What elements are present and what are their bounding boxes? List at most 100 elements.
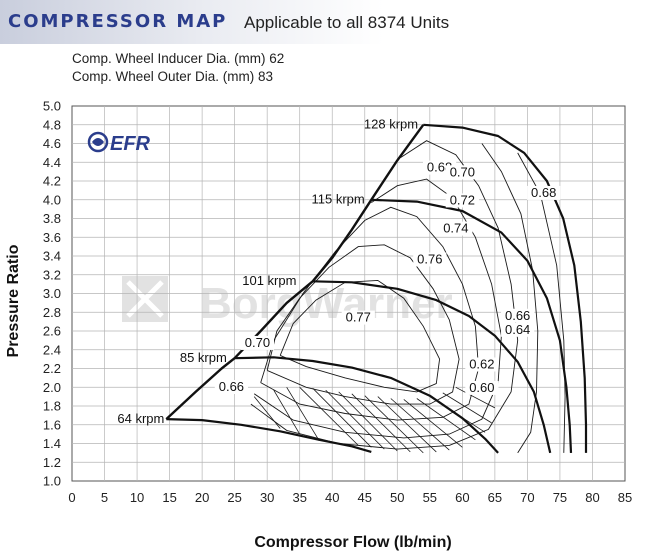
y-tick-label: 3.2 xyxy=(43,267,61,282)
x-tick-label: 25 xyxy=(227,490,241,505)
efficiency-label: 0.64 xyxy=(505,322,530,337)
efficiency-contour xyxy=(279,279,441,393)
y-tick-label: 3.4 xyxy=(43,249,61,264)
efficiency-contour-tail xyxy=(299,387,359,446)
speed-lines xyxy=(166,123,588,454)
y-tick-label: 2.0 xyxy=(43,380,61,395)
efficiency-contour xyxy=(253,178,502,439)
label-backdrop xyxy=(465,380,499,395)
speed-label: 128 krpm xyxy=(364,117,418,132)
header-band xyxy=(0,0,662,44)
efficiency-contour-tail xyxy=(364,395,424,454)
efficiency-contour-tail xyxy=(351,393,411,453)
efficiency-contour-tail xyxy=(416,398,476,441)
label-backdrop xyxy=(341,310,375,325)
efficiency-label: 0.62 xyxy=(469,357,494,372)
label-backdrop xyxy=(501,322,535,337)
speed-label: 115 krpm xyxy=(312,192,365,207)
efficiency-label: 0.74 xyxy=(443,221,468,236)
speed-line xyxy=(166,418,372,453)
x-tick-label: 40 xyxy=(325,490,339,505)
x-tick-label: 5 xyxy=(101,490,108,505)
x-tick-label: 50 xyxy=(390,490,404,505)
speed-label: 64 krpm xyxy=(117,411,164,426)
efficiency-label: 0.77 xyxy=(346,310,371,325)
header: COMPRESSOR MAP Applicable to all 8374 Un… xyxy=(0,0,662,44)
y-tick-label: 1.6 xyxy=(43,417,61,432)
efficiency-contour-tail xyxy=(455,386,496,409)
speed-line xyxy=(234,356,499,454)
y-tick-label: 5.0 xyxy=(43,99,61,114)
label-backdrop xyxy=(413,252,447,267)
x-tick-label: 85 xyxy=(618,490,632,505)
y-tick-label: 4.6 xyxy=(43,136,61,151)
efr-logo: EFR xyxy=(87,131,151,155)
efficiency-label: 0.68 xyxy=(531,185,556,200)
label-backdrop xyxy=(214,380,248,394)
x-tick-label: 30 xyxy=(260,490,274,505)
efficiency-label: 0.60 xyxy=(469,380,494,395)
efr-logo-text: EFR xyxy=(110,133,151,155)
efficiency-label: 0.66 xyxy=(219,379,244,394)
efficiency-label: 0.76 xyxy=(417,252,442,267)
efficiency-label: 0.70 xyxy=(450,164,475,179)
y-tick-label: 2.4 xyxy=(43,342,61,357)
x-tick-label: 65 xyxy=(488,490,502,505)
y-tick-label: 3.6 xyxy=(43,230,61,245)
y-axis-title: Pressure Ratio xyxy=(5,244,22,357)
x-tick-label: 75 xyxy=(553,490,567,505)
efficiency-contour-tail xyxy=(377,396,437,453)
y-tick-label: 4.8 xyxy=(43,117,61,132)
y-tick-label: 1.8 xyxy=(43,399,61,414)
spec-outer-diameter: Comp. Wheel Outer Dia. (mm) 83 xyxy=(72,69,274,84)
x-tick-label: 35 xyxy=(292,490,306,505)
y-tick-label: 2.2 xyxy=(43,361,61,376)
page-title: COMPRESSOR MAP xyxy=(8,11,228,32)
y-tick-label: 3.0 xyxy=(43,286,61,301)
x-tick-label: 55 xyxy=(423,490,437,505)
efficiency-contour-tail xyxy=(403,399,463,448)
x-tick-label: 70 xyxy=(520,490,534,505)
label-backdrop xyxy=(439,221,473,236)
speed-line xyxy=(312,280,552,454)
surge-line-path xyxy=(165,124,425,420)
x-tick-label: 20 xyxy=(195,490,209,505)
y-tick-label: 4.4 xyxy=(43,155,61,170)
efficiency-contour-tail xyxy=(442,392,492,424)
y-tick-label: 1.4 xyxy=(43,436,61,451)
chart-labels: 64 krpm 85 krpm 101 krpm 115 krpm 128 krpm 0.… xyxy=(117,117,561,426)
efficiency-contour-tail xyxy=(338,391,398,452)
speed-line xyxy=(371,198,573,453)
efficiency-contour-tail xyxy=(253,396,281,429)
efficiency-label: 0.70 xyxy=(245,335,270,350)
x-tick-label: 45 xyxy=(358,490,372,505)
x-tick-label: 60 xyxy=(455,490,469,505)
watermark-text: BorgWarner xyxy=(200,279,453,328)
axis-ticks: 0 5 10 15 20 25 30 35 40 45 50 55 60 65 70 75 80 85 1.0 1.2… xyxy=(43,99,632,506)
efficiency-contour-tail xyxy=(390,398,450,451)
efficiency-label: 0.66 xyxy=(505,308,530,323)
y-tick-label: 2.6 xyxy=(43,324,61,339)
y-tick-label: 4.2 xyxy=(43,174,61,189)
label-backdrop xyxy=(501,308,535,323)
y-tick-label: 2.8 xyxy=(43,305,61,320)
efficiency-contour-tail xyxy=(286,387,320,441)
efficiency-label: 0.72 xyxy=(450,192,475,207)
efficiency-contour xyxy=(266,244,460,405)
surge-line xyxy=(165,124,425,420)
label-backdrop xyxy=(445,193,479,208)
x-tick-label: 80 xyxy=(585,490,599,505)
y-tick-label: 3.8 xyxy=(43,211,61,226)
speed-label: 85 krpm xyxy=(180,350,227,365)
x-tick-label: 0 xyxy=(68,490,75,505)
label-backdrop xyxy=(445,165,479,180)
watermark: BorgWarner xyxy=(122,276,453,328)
watermark-emblem xyxy=(122,276,168,322)
label-backdrop xyxy=(465,357,499,372)
spec-inducer-diameter: Comp. Wheel Inducer Dia. (mm) 62 xyxy=(72,51,285,66)
grid xyxy=(71,105,626,482)
efficiency-contour xyxy=(250,140,519,450)
y-tick-label: 1.0 xyxy=(43,474,61,489)
efficiency-contour xyxy=(481,143,539,454)
